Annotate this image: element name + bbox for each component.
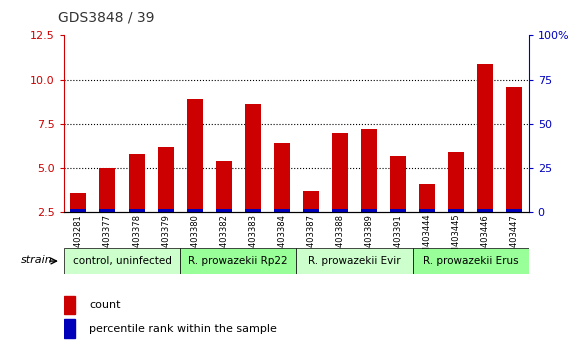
Bar	[274, 209, 290, 212]
Bar	[390, 209, 406, 212]
Bar	[216, 161, 232, 209]
Bar	[332, 133, 348, 209]
Bar	[390, 156, 406, 209]
Text: R. prowazekii Evir: R. prowazekii Evir	[308, 256, 401, 266]
Bar	[245, 104, 261, 209]
Bar	[303, 191, 319, 209]
Bar	[128, 209, 145, 212]
Bar	[70, 209, 87, 212]
Text: R. prowazekii Rp22: R. prowazekii Rp22	[188, 256, 288, 266]
Bar	[187, 209, 203, 212]
Bar	[157, 209, 174, 212]
Text: control, uninfected: control, uninfected	[73, 256, 171, 266]
Bar	[64, 248, 180, 274]
Bar	[64, 296, 75, 314]
Bar	[303, 209, 319, 212]
Bar	[99, 168, 116, 209]
Bar	[245, 209, 261, 212]
Bar	[506, 209, 522, 212]
Bar	[70, 193, 87, 209]
Bar	[361, 209, 377, 212]
Bar	[99, 209, 116, 212]
Bar	[128, 154, 145, 209]
Bar	[180, 248, 296, 274]
Text: R. prowazekii Erus: R. prowazekii Erus	[423, 256, 518, 266]
Bar	[187, 99, 203, 209]
Bar	[332, 209, 348, 212]
Bar	[413, 248, 529, 274]
Bar	[419, 184, 435, 209]
Text: GDS3848 / 39: GDS3848 / 39	[58, 10, 155, 24]
Bar	[477, 209, 493, 212]
Text: count: count	[89, 300, 120, 310]
Bar	[274, 143, 290, 209]
Bar	[448, 209, 464, 212]
Bar	[216, 209, 232, 212]
Bar	[477, 64, 493, 209]
Bar	[419, 209, 435, 212]
Bar	[157, 147, 174, 209]
Bar	[64, 319, 75, 338]
Bar	[506, 87, 522, 209]
Bar	[296, 248, 413, 274]
Bar	[448, 152, 464, 209]
Text: strain: strain	[21, 255, 53, 265]
Text: percentile rank within the sample: percentile rank within the sample	[89, 324, 277, 334]
Bar	[361, 129, 377, 209]
